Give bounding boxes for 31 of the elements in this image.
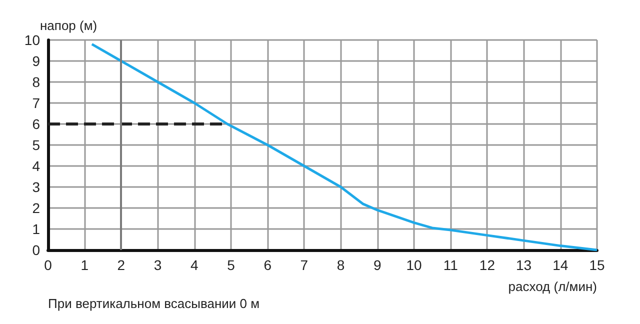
x-tick-label: 11 — [443, 257, 458, 273]
y-tick-label: 3 — [32, 179, 40, 195]
y-tick-label: 6 — [32, 116, 40, 132]
y-axis-title: напор (м) — [40, 18, 98, 33]
x-tick-label: 15 — [589, 257, 605, 273]
text: При вертикальном всасывании 0 м — [48, 296, 260, 311]
x-tick-label: 3 — [154, 257, 162, 273]
y-tick-label: 4 — [32, 158, 40, 174]
x-tick-label: 9 — [374, 257, 382, 273]
x-tick-label: 13 — [516, 257, 532, 273]
x-tick-label: 6 — [264, 257, 272, 273]
y-tick-label: 8 — [32, 74, 40, 90]
x-tick-label: 4 — [190, 257, 198, 273]
x-axis-title: расход (л/мин) — [508, 279, 597, 294]
x-tick-label: 5 — [227, 257, 236, 273]
x-tick-label: 10 — [406, 257, 422, 273]
x-tick-label: 2 — [117, 257, 126, 273]
x-tick-label: 12 — [479, 257, 496, 273]
y-tick-label: 7 — [32, 95, 40, 111]
line-series — [90, 42, 598, 252]
y-tick-label: 0 — [32, 242, 40, 258]
x-tick-label: 0 — [44, 257, 52, 273]
y-tick-label: 2 — [32, 200, 40, 216]
y-tick-label: 9 — [32, 53, 40, 69]
y-tick-label: 10 — [24, 32, 40, 48]
y-tick-label: 1 — [32, 221, 40, 237]
x-tick-label: 1 — [80, 257, 89, 273]
x-tick-label: 8 — [336, 257, 345, 273]
y-tick-label: 5 — [32, 137, 40, 153]
x-tick-label: 14 — [552, 257, 568, 273]
x-tick-label: 7 — [300, 257, 308, 273]
